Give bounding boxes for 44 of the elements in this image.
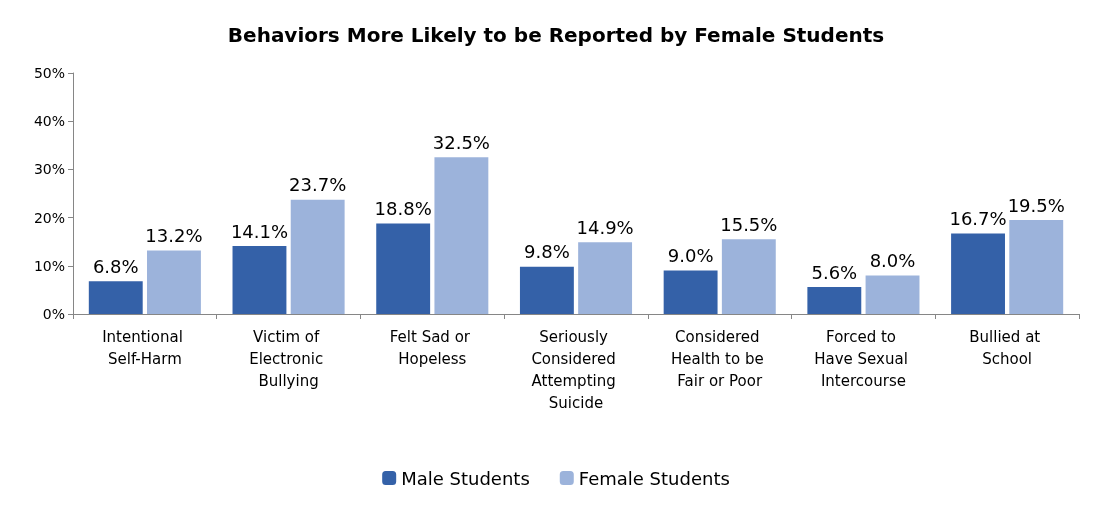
data-label: 9.8% xyxy=(524,241,570,263)
bar xyxy=(807,287,862,314)
data-label: 9.0% xyxy=(667,245,714,267)
bar xyxy=(865,275,920,314)
y-tick-label: 40% xyxy=(33,113,65,130)
bar xyxy=(434,157,489,314)
legend-label: Female Students xyxy=(578,467,730,489)
bar xyxy=(519,266,574,314)
bar xyxy=(290,199,345,314)
x-tick-label: Intentional Self-Harm xyxy=(102,328,188,368)
bar xyxy=(147,250,201,314)
x-tick-label: Considered Health to be Fair or Poor xyxy=(671,328,769,390)
y-tick-label: 50% xyxy=(33,65,65,81)
y-tick-label: 20% xyxy=(33,209,65,226)
x-tick-label: Victim of Electronic Bullying xyxy=(249,328,328,390)
data-label: 14.1% xyxy=(230,220,289,242)
x-tick-label: Seriously Considered Attempting Suicide xyxy=(531,328,621,412)
data-label: 8.0% xyxy=(869,249,916,271)
data-label: 14.9% xyxy=(576,216,634,238)
data-label: 5.6% xyxy=(811,261,858,283)
y-tick-label: 10% xyxy=(33,257,65,274)
data-label: 18.8% xyxy=(374,197,432,219)
data-label: 6.8% xyxy=(92,255,139,277)
bar xyxy=(232,246,287,314)
data-label: 15.5% xyxy=(720,213,778,235)
data-label: 13.2% xyxy=(145,224,203,246)
bar xyxy=(663,270,718,314)
data-label: 19.5% xyxy=(1007,194,1065,216)
data-label: 23.7% xyxy=(289,174,347,196)
y-tick-label: 0% xyxy=(42,306,65,322)
bar xyxy=(376,223,431,314)
bar xyxy=(88,281,143,314)
bar xyxy=(951,233,1005,314)
x-tick-label: Felt Sad or Hopeless xyxy=(389,328,475,368)
bar xyxy=(721,239,776,314)
data-label: 32.5% xyxy=(432,131,490,153)
x-tick-label: Bullied at School xyxy=(969,328,1045,368)
bar xyxy=(1009,220,1064,314)
bar xyxy=(578,242,633,314)
data-label: 16.7% xyxy=(949,208,1007,230)
legend-label: Male Students xyxy=(401,467,530,489)
x-tick-label: Forced to Have Sexual Intercourse xyxy=(814,328,913,390)
chart-title: Behaviors More Likely to be Reported by Female Students xyxy=(227,23,885,47)
y-tick-label: 30% xyxy=(33,161,65,178)
